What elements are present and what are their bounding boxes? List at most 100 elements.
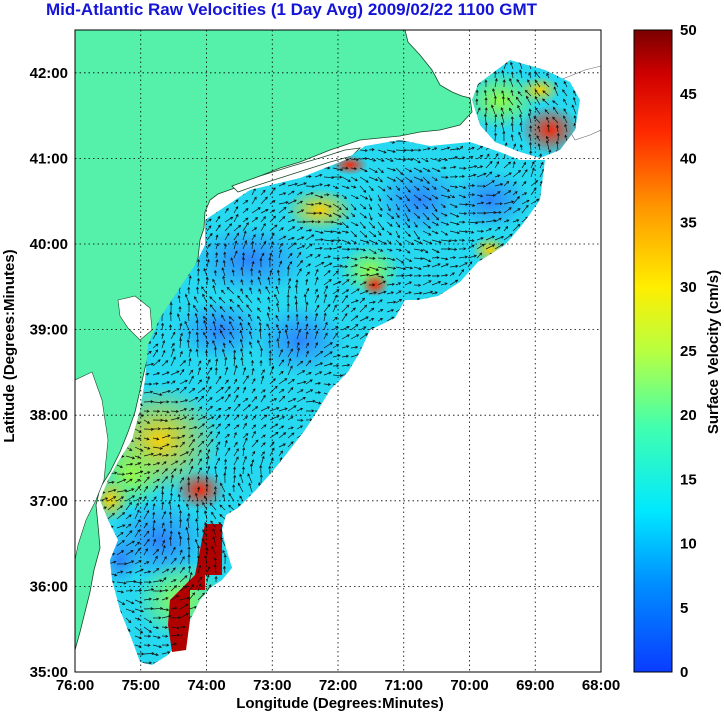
velocity-arrow: [152, 382, 159, 386]
velocity-arrow: [377, 256, 387, 260]
colorbar-tick-label: 50: [680, 22, 697, 39]
velocity-arrow: [179, 535, 183, 547]
velocity-arrow: [143, 570, 152, 574]
velocity-arrow: [332, 167, 344, 172]
velocity-arrow: [223, 472, 227, 484]
velocity-arrow: [177, 531, 181, 538]
velocity-arrow: [431, 147, 438, 151]
velocity-arrow: [221, 267, 226, 277]
velocity-arrow: [268, 350, 272, 358]
velocity-arrow: [161, 522, 165, 529]
y-tick-label: 42:00: [30, 65, 68, 82]
velocity-arrow: [242, 386, 247, 394]
velocity-arrow: [223, 251, 227, 259]
velocity-arrow: [278, 395, 286, 403]
velocity-arrow: [143, 476, 150, 484]
velocity-arrow: [197, 564, 202, 574]
colorbar-tick-label: 40: [680, 150, 697, 167]
velocity-arrow: [467, 239, 475, 243]
velocity-arrow: [233, 466, 237, 475]
velocity-arrow: [233, 378, 238, 385]
velocity-arrow: [276, 269, 280, 277]
velocity-arrow: [186, 517, 190, 529]
velocity-arrow: [359, 248, 367, 252]
velocity-arrow: [533, 116, 541, 124]
velocity-arrow: [413, 176, 424, 182]
velocity-arrow: [395, 176, 404, 183]
velocity-arrow: [395, 149, 407, 153]
velocity-arrow: [206, 424, 215, 430]
velocity-arrow: [221, 314, 226, 322]
velocity-arrow: [134, 529, 140, 538]
velocity-arrow: [386, 194, 393, 201]
velocity-arrow: [341, 212, 350, 220]
velocity-arrow: [195, 331, 199, 340]
velocity-arrow: [206, 405, 213, 412]
velocity-arrow: [222, 342, 226, 349]
velocity-arrow: [485, 219, 497, 223]
velocity-arrow: [184, 293, 190, 304]
velocity-arrow: [152, 519, 156, 529]
velocity-arrow: [534, 89, 541, 97]
velocity-arrow: [296, 360, 304, 367]
velocity-arrow: [359, 203, 367, 210]
velocity-arrow: [269, 187, 276, 196]
velocity-arrow: [278, 349, 283, 358]
velocity-arrow: [449, 175, 458, 179]
velocity-arrow: [278, 235, 287, 241]
velocity-arrow: [485, 201, 492, 205]
velocity-arrow: [503, 233, 513, 241]
velocity-arrow: [359, 273, 370, 277]
velocity-arrow: [287, 226, 296, 232]
velocity-arrow: [276, 324, 280, 331]
velocity-arrow: [269, 423, 279, 430]
velocity-arrow: [341, 312, 348, 322]
velocity-arrow: [323, 351, 333, 358]
velocity-arrow: [341, 326, 350, 331]
velocity-arrow: [332, 294, 338, 304]
x-tick-label: 70:00: [450, 677, 488, 694]
velocity-arrow: [543, 81, 550, 88]
velocity-arrow: [242, 416, 248, 421]
velocity-arrow: [251, 430, 256, 439]
velocity-arrow: [152, 409, 161, 413]
velocity-arrow: [521, 204, 529, 214]
velocity-arrow: [161, 544, 166, 556]
velocity-arrow: [476, 237, 484, 241]
velocity-arrow: [476, 252, 483, 259]
velocity-arrow: [143, 538, 150, 547]
velocity-arrow: [449, 272, 455, 277]
velocity-arrow: [503, 200, 515, 205]
velocity-arrow: [546, 116, 550, 124]
velocity-arrow: [516, 79, 523, 88]
velocity-arrow: [395, 221, 401, 228]
velocity-arrow: [222, 565, 226, 574]
velocity-arrow: [359, 316, 369, 322]
velocity-arrow: [186, 536, 190, 547]
velocity-arrow: [215, 215, 221, 223]
velocity-arrow: [170, 642, 178, 646]
velocity-arrow: [287, 252, 293, 259]
velocity-arrow: [296, 342, 300, 349]
velocity-arrow: [170, 579, 177, 583]
velocity-arrow: [265, 286, 271, 295]
velocity-arrow: [239, 473, 244, 484]
velocity-arrow: [240, 266, 244, 277]
velocity-arrow: [242, 447, 246, 457]
velocity-arrow: [187, 481, 191, 493]
velocity-arrow: [212, 320, 217, 331]
velocity-arrow: [152, 635, 161, 639]
velocity-arrow: [161, 501, 165, 511]
velocity-arrow: [188, 571, 193, 583]
velocity-arrow: [359, 266, 371, 271]
velocity-arrow: [179, 460, 187, 466]
velocity-arrow: [195, 518, 199, 529]
velocity-arrow: [161, 608, 170, 612]
velocity-arrow: [240, 356, 244, 367]
velocity-arrow: [204, 521, 208, 529]
velocity-arrow: [519, 69, 523, 79]
velocity-arrow: [248, 482, 253, 493]
velocity-arrow: [413, 212, 421, 219]
velocity-arrow: [530, 161, 535, 169]
velocity-arrow: [116, 472, 126, 476]
